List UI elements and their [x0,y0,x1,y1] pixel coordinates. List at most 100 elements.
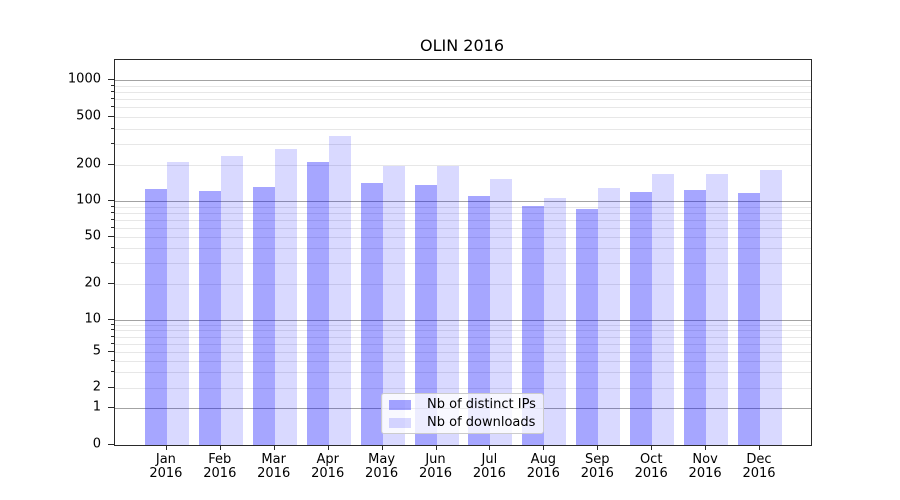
minor-gridline [115,284,811,285]
x-tick-label-dec: Dec 2016 [742,452,776,481]
minor-gridline [115,387,811,389]
minor-gridline [115,263,811,265]
minor-gridline [115,91,811,93]
bar-distinct-ips-dec [738,193,760,445]
x-tick-label-oct: Oct 2016 [634,452,668,481]
major-gridline [115,80,811,81]
y-minor-tick-mark [111,359,114,361]
x-tick-label-apr: Apr 2016 [311,452,345,481]
x-tick-mark [651,445,653,450]
x-tick-mark [273,445,275,450]
legend-swatch-distinct-ips [389,399,411,410]
y-minor-tick-mark [111,329,114,331]
plot-area [114,59,812,446]
y-minor-tick-mark [111,127,114,129]
x-tick-mark [435,445,437,450]
minor-gridline [115,107,811,109]
minor-gridline [115,85,811,87]
minor-gridline [115,128,811,130]
y-tick-label: 200 [76,156,101,172]
y-minor-tick-mark [111,84,114,86]
x-tick-mark [165,445,167,450]
minor-gridline [115,360,811,362]
bar-downloads-nov [706,174,729,445]
x-tick-mark [327,445,329,450]
minor-gridline [115,165,811,166]
y-tick-mark [108,319,114,320]
y-tick-label: 10 [84,311,101,327]
minor-gridline [115,237,811,238]
y-tick-label: 50 [84,228,101,244]
bar-downloads-jan [166,161,189,445]
minor-gridline [115,324,811,326]
minor-gridline [115,371,811,373]
y-tick-mark [108,407,114,408]
x-tick-mark [489,445,491,450]
y-minor-tick-mark [111,226,114,228]
x-tick-label-feb: Feb 2016 [203,452,237,481]
x-tick-mark [219,445,221,450]
y-tick-mark [108,200,114,201]
chart-title: OLIN 2016 [420,36,504,55]
bar-downloads-feb [220,156,243,445]
y-tick-label: 500 [76,108,101,124]
bar-distinct-ips-mar [252,186,275,445]
bar-distinct-ips-feb [198,190,221,445]
x-tick-label-nov: Nov 2016 [688,452,722,481]
bar-distinct-ips-jul [468,196,491,445]
bar-downloads-mar [274,149,297,445]
bar-distinct-ips-aug [522,205,545,445]
x-tick-label-mar: Mar 2016 [257,452,291,481]
bar-downloads-aug [544,198,567,445]
y-minor-tick-mark [111,218,114,220]
minor-gridline [115,248,811,250]
bar-downloads-jul [490,178,513,445]
y-tick-label: 2 [92,379,101,394]
minor-gridline [115,227,811,229]
bar-distinct-ips-apr [306,161,329,445]
legend-item-distinct-ips: Nb of distinct IPs [389,398,536,411]
y-minor-tick-mark [111,370,114,372]
y-tick-mark [108,116,114,117]
y-tick-label: 100 [76,192,101,208]
y-minor-tick-mark [111,342,114,344]
x-tick-label-jun: Jun 2016 [418,452,453,481]
bar-downloads-oct [652,174,675,445]
minor-gridline [115,117,811,118]
minor-gridline [115,343,811,345]
minor-gridline [115,206,811,208]
x-tick-mark [597,445,599,450]
minor-gridline [115,330,811,332]
y-tick-mark [108,283,114,284]
minor-gridline [115,219,811,221]
y-minor-tick-mark [111,205,114,207]
legend-label: Nb of downloads [427,415,536,430]
x-tick-mark [705,445,707,450]
y-tick-mark [108,79,114,80]
x-tick-label-sep: Sep 2016 [580,452,614,481]
x-tick-mark [543,445,545,450]
bar-downloads-sep [598,188,621,445]
y-minor-tick-mark [111,98,114,99]
y-tick-mark [108,236,114,237]
bar-downloads-may [382,165,405,445]
y-tick-mark [108,444,114,445]
bar-distinct-ips-may [360,183,383,445]
y-tick-label: 1000 [67,71,101,87]
y-minor-tick-mark [111,323,114,325]
bar-downloads-jun [436,165,459,445]
y-minor-tick-mark [111,142,114,144]
y-minor-tick-mark [111,90,114,92]
legend-item-downloads: Nb of downloads [389,416,536,429]
bar-distinct-ips-jan [144,189,167,445]
y-minor-tick-mark [111,247,114,249]
minor-gridline [115,99,811,100]
y-minor-tick-mark [111,211,114,213]
minor-gridline [115,143,811,145]
x-tick-label-may: May 2016 [365,452,399,481]
x-tick-mark [381,445,383,450]
y-tick-label: 5 [92,343,101,359]
x-tick-label-aug: Aug 2016 [526,452,560,481]
legend-swatch-downloads [389,417,411,428]
bar-downloads-dec [760,169,782,445]
